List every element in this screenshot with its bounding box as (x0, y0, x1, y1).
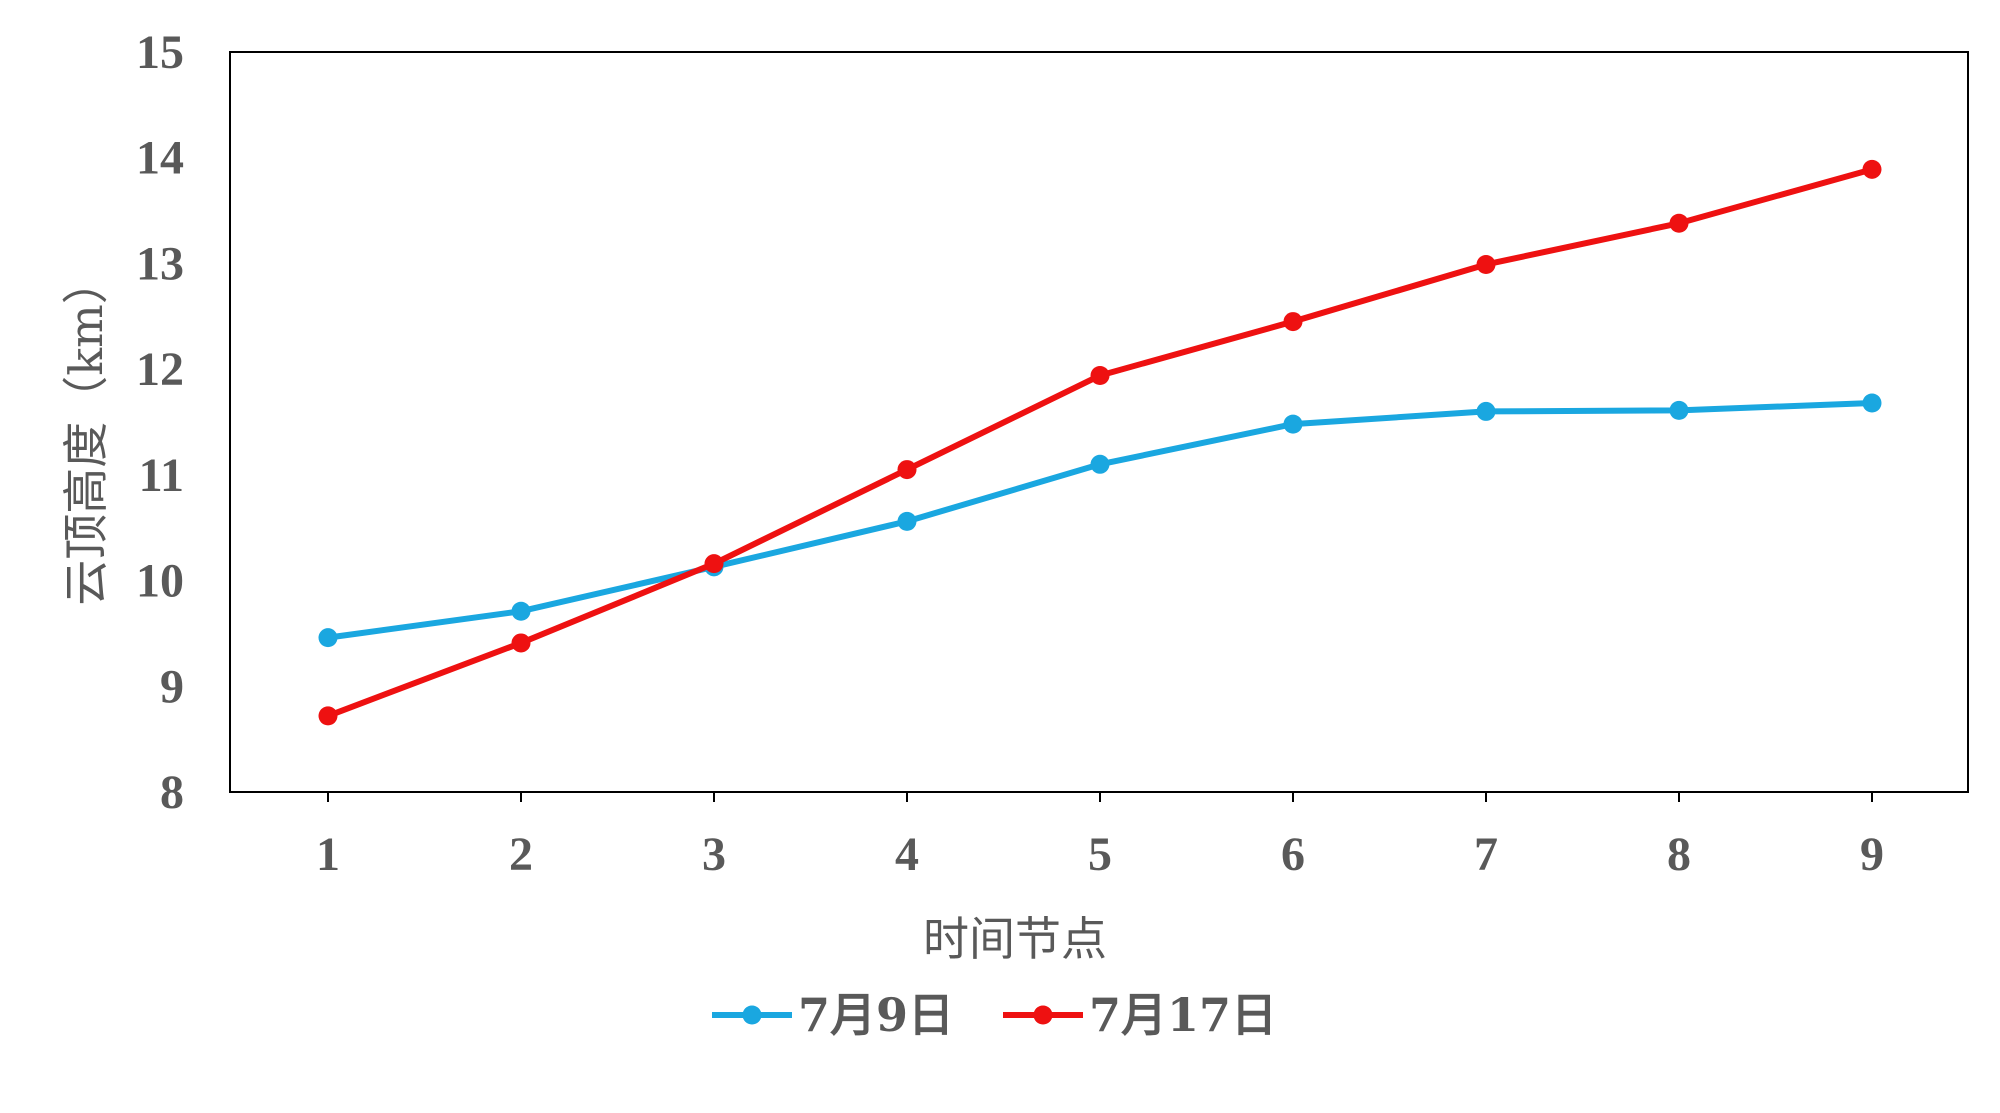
series-1 (318, 393, 1882, 648)
x-tick-label: 8 (1667, 828, 1691, 881)
legend-swatch-marker (742, 1005, 762, 1025)
series-line (325, 166, 1875, 719)
data-point (1476, 401, 1496, 421)
y-tick-label: 14 (136, 132, 184, 185)
x-tick-label: 4 (895, 828, 919, 881)
data-point (511, 633, 531, 653)
y-tick-label: 12 (136, 343, 184, 396)
series-layer (318, 159, 1882, 726)
data-point (318, 628, 338, 648)
series-2 (318, 159, 1882, 726)
x-axis-title: 时间节点 (923, 912, 1107, 966)
data-point (511, 601, 531, 621)
y-tick-label: 15 (136, 26, 184, 79)
y-tick-label: 10 (136, 555, 184, 608)
legend-item: 7月9日 (712, 988, 954, 1042)
data-point (704, 554, 724, 574)
data-point (1476, 254, 1496, 274)
data-point (1283, 312, 1303, 332)
x-tick-label: 3 (702, 828, 726, 881)
data-point (897, 511, 917, 531)
legend-swatch-marker (1033, 1005, 1053, 1025)
y-tick-label: 13 (136, 237, 184, 290)
plot-frame (229, 51, 1969, 793)
legend: 7月9日 7月17日 (712, 988, 1277, 1042)
data-point (318, 706, 338, 726)
data-point (1090, 454, 1110, 474)
data-point (897, 460, 917, 480)
legend-label: 7月9日 (798, 988, 954, 1042)
data-point (1862, 393, 1882, 413)
x-tick-label: 7 (1474, 828, 1498, 881)
x-tick-label: 6 (1281, 828, 1305, 881)
y-tick-label: 11 (139, 449, 184, 502)
data-point (1669, 213, 1689, 233)
y-axis-title: 云顶高度（km） (59, 258, 113, 606)
legend-label: 7月17日 (1089, 988, 1277, 1042)
y-axis: 8 9 10 11 12 13 14 15 (136, 26, 184, 819)
data-point (1283, 414, 1303, 434)
y-tick-label: 8 (160, 766, 184, 819)
data-point (1862, 159, 1882, 179)
data-point (1669, 400, 1689, 420)
x-tick-label: 5 (1088, 828, 1112, 881)
x-tick-label: 1 (316, 828, 340, 881)
series-line (325, 399, 1875, 641)
x-axis: 1 2 3 4 5 6 7 8 9 (316, 792, 1884, 881)
x-tick-label: 2 (509, 828, 533, 881)
x-tick-label: 9 (1860, 828, 1884, 881)
legend-item: 7月17日 (1003, 988, 1277, 1042)
data-point (1090, 365, 1110, 385)
y-tick-label: 9 (160, 660, 184, 713)
